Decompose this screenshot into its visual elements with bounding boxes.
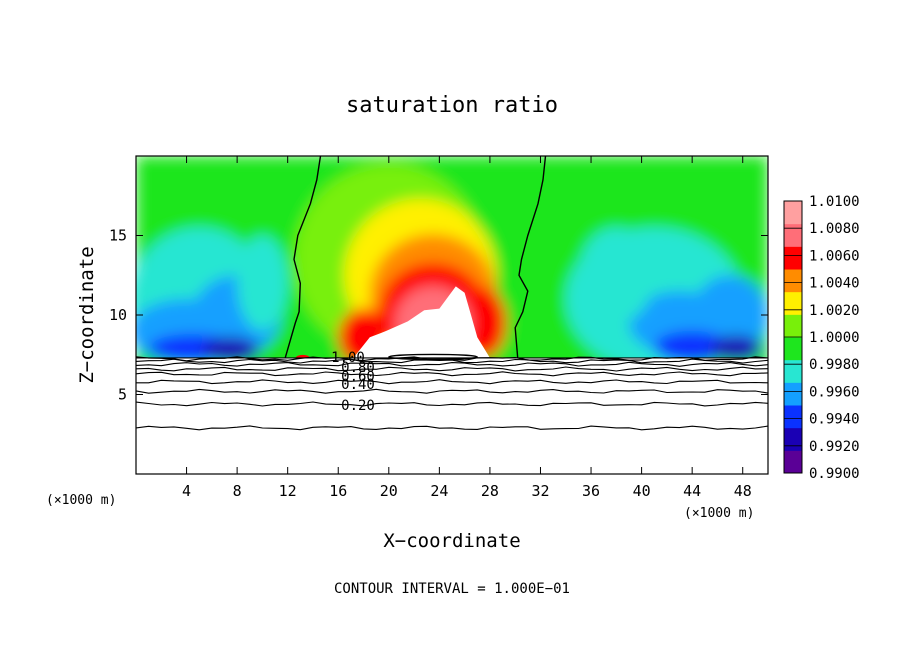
y-tick-label: 15 (109, 227, 127, 245)
contour-line (136, 425, 768, 431)
subcloud-fill (136, 357, 768, 474)
contour-label: 0.20 (341, 398, 375, 414)
colorbar-swatch (784, 359, 802, 383)
y-tick-label: 5 (118, 386, 127, 404)
colorbar-swatch (784, 382, 802, 406)
x-tick-label: 12 (279, 482, 297, 500)
colorbar-swatch (784, 223, 802, 247)
x-unit-left: (×1000 m) (46, 493, 116, 508)
field-blob (711, 335, 762, 362)
contour-label: 0.40 (341, 377, 375, 393)
x-tick-label: 28 (481, 482, 499, 500)
colorbar: 1.0100 1.0080 1.0060 1.0040 1.0020 1.0000 0.99… (783, 194, 860, 482)
contour-label: 1.00 (331, 350, 365, 366)
colorbar-swatch (784, 314, 802, 338)
field-core (353, 286, 490, 358)
field-blob (202, 337, 259, 363)
chart-title: saturation ratio (346, 93, 558, 118)
x-axis-title: X−coordinate (383, 530, 520, 552)
field-blob (654, 330, 731, 363)
x-tick-label: 40 (633, 482, 651, 500)
x-tick-label: 8 (233, 482, 242, 500)
contour-core-base (388, 353, 478, 361)
x-tick-label: 20 (380, 482, 398, 500)
field-blob (578, 227, 655, 323)
colorbar-tick-label: 0.9920 (809, 439, 860, 455)
colorbar-swatch (784, 405, 802, 429)
colorbar-swatch (784, 427, 802, 451)
colorbar-tick-label: 0.9900 (809, 466, 860, 482)
contour-line (136, 388, 768, 394)
colorbar-swatch (784, 337, 802, 361)
x-tick-label: 24 (430, 482, 448, 500)
contour-label: 0.60 (341, 369, 375, 385)
colorbar-tick-label: 1.0080 (809, 221, 860, 237)
colorbar-swatch (784, 450, 802, 474)
contour-labels: 1.000.800.600.40 0.20 (331, 350, 375, 414)
contour-line (136, 379, 768, 385)
x-tick-label: 44 (683, 482, 701, 500)
x-tick-label: 4 (182, 482, 191, 500)
colorbar-tick-label: 1.0060 (809, 248, 860, 264)
colorbar-tick-label: 0.9960 (809, 384, 860, 400)
contour-line (136, 401, 768, 407)
colorbar-swatch (784, 201, 802, 225)
colorbar-tick-label: 1.0100 (809, 194, 860, 210)
colorbar-tick-label: 1.0020 (809, 303, 860, 319)
contour-saturation (284, 156, 322, 359)
x-axis-ticks: 4 8 12 16 20 24 28 32 36 40 44 48 (182, 156, 752, 500)
x-unit-right: (×1000 m) (684, 506, 754, 521)
x-tick-label: 48 (734, 482, 752, 500)
contour-line (136, 366, 768, 372)
field-blob (237, 235, 288, 331)
colorbar-swatch (784, 246, 802, 270)
colorbar-tick-label: 0.9940 (809, 412, 860, 428)
subcloud-region (136, 357, 768, 474)
x-tick-label: 16 (329, 482, 347, 500)
colorbar-swatch (784, 291, 802, 315)
contour-interval-label: CONTOUR INTERVAL = 1.000E−01 (334, 581, 570, 597)
colorbar-swatch (784, 269, 802, 293)
x-tick-label: 36 (582, 482, 600, 500)
y-axis-title: Z−coordinate (76, 246, 98, 383)
colorbar-tick-label: 1.0000 (809, 330, 860, 346)
x-tick-label: 32 (531, 482, 549, 500)
y-axis-ticks: 5 10 15 (109, 227, 768, 404)
y-tick-label: 10 (109, 306, 127, 324)
colorbar-tick-label: 0.9980 (809, 357, 860, 373)
colorbar-tick-label: 1.0040 (809, 276, 860, 292)
contour-saturation (514, 156, 547, 358)
contour-label: 0.80 (341, 360, 375, 376)
contour-lines (136, 156, 768, 431)
contour-line (136, 371, 768, 377)
contour-line (136, 361, 768, 367)
saturation-field (136, 156, 768, 474)
